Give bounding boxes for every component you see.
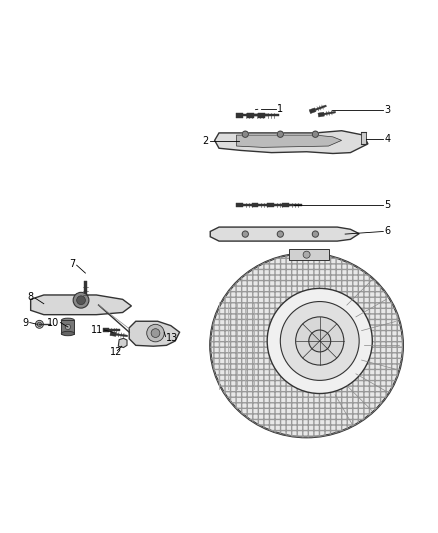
Circle shape — [77, 296, 85, 304]
Polygon shape — [252, 203, 258, 207]
Polygon shape — [283, 203, 289, 207]
Bar — [361, 132, 366, 144]
Circle shape — [312, 131, 318, 138]
Polygon shape — [267, 203, 274, 207]
Circle shape — [147, 324, 164, 342]
Text: 3: 3 — [385, 104, 391, 115]
Polygon shape — [82, 300, 88, 309]
Circle shape — [242, 231, 248, 237]
Polygon shape — [110, 332, 117, 336]
Polygon shape — [243, 115, 257, 116]
Polygon shape — [265, 115, 279, 116]
Circle shape — [312, 231, 318, 237]
Circle shape — [73, 292, 89, 308]
Ellipse shape — [61, 332, 74, 336]
Text: 13: 13 — [166, 333, 179, 343]
Ellipse shape — [61, 318, 74, 322]
Bar — [61, 320, 74, 334]
Circle shape — [277, 131, 283, 138]
Circle shape — [296, 317, 344, 365]
Polygon shape — [84, 281, 87, 300]
Text: 1: 1 — [277, 104, 283, 114]
Circle shape — [267, 288, 372, 393]
Bar — [289, 249, 328, 260]
Circle shape — [151, 329, 160, 337]
Circle shape — [303, 251, 310, 258]
Circle shape — [309, 330, 331, 352]
Polygon shape — [254, 115, 268, 116]
Text: 4: 4 — [385, 134, 391, 143]
Polygon shape — [102, 328, 109, 332]
Polygon shape — [258, 204, 272, 206]
Text: 11: 11 — [91, 325, 103, 335]
Polygon shape — [309, 108, 316, 114]
Polygon shape — [324, 111, 336, 115]
Text: 7: 7 — [69, 259, 75, 269]
Text: 10: 10 — [47, 318, 59, 328]
Circle shape — [280, 302, 359, 381]
Polygon shape — [129, 321, 180, 346]
Polygon shape — [258, 113, 265, 118]
Ellipse shape — [210, 253, 403, 437]
Circle shape — [242, 131, 248, 138]
Polygon shape — [215, 131, 368, 154]
Polygon shape — [318, 112, 325, 117]
Text: 6: 6 — [385, 227, 391, 237]
Polygon shape — [236, 113, 243, 118]
Polygon shape — [243, 204, 256, 206]
Polygon shape — [274, 204, 287, 206]
Polygon shape — [118, 338, 127, 348]
Text: 12: 12 — [110, 347, 122, 357]
Circle shape — [35, 320, 43, 328]
Polygon shape — [109, 329, 120, 331]
Polygon shape — [237, 135, 342, 147]
Polygon shape — [210, 227, 359, 241]
Polygon shape — [116, 334, 127, 337]
Circle shape — [277, 231, 283, 237]
Polygon shape — [247, 113, 254, 118]
Text: 8: 8 — [28, 292, 34, 302]
Polygon shape — [315, 105, 326, 110]
Circle shape — [37, 322, 42, 327]
Text: 2: 2 — [202, 136, 208, 146]
Polygon shape — [237, 203, 243, 207]
Polygon shape — [31, 295, 131, 314]
Circle shape — [65, 324, 71, 329]
Text: 5: 5 — [385, 200, 391, 210]
Circle shape — [360, 137, 363, 140]
Polygon shape — [289, 204, 302, 206]
Text: 9: 9 — [22, 318, 28, 328]
